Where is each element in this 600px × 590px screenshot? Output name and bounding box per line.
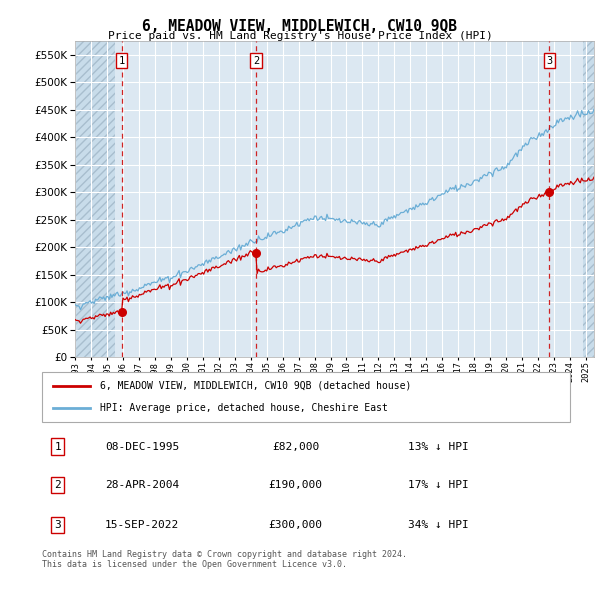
Text: 2: 2 — [55, 480, 61, 490]
Text: 34% ↓ HPI: 34% ↓ HPI — [407, 520, 469, 530]
Text: 13% ↓ HPI: 13% ↓ HPI — [407, 441, 469, 451]
Text: £190,000: £190,000 — [268, 480, 322, 490]
Text: 08-DEC-1995: 08-DEC-1995 — [105, 441, 179, 451]
Text: 6, MEADOW VIEW, MIDDLEWICH, CW10 9QB: 6, MEADOW VIEW, MIDDLEWICH, CW10 9QB — [143, 19, 458, 34]
Text: £300,000: £300,000 — [268, 520, 322, 530]
FancyBboxPatch shape — [42, 372, 570, 422]
Text: Contains HM Land Registry data © Crown copyright and database right 2024.
This d: Contains HM Land Registry data © Crown c… — [42, 550, 407, 569]
Text: £82,000: £82,000 — [272, 441, 319, 451]
Text: Price paid vs. HM Land Registry's House Price Index (HPI): Price paid vs. HM Land Registry's House … — [107, 31, 493, 41]
Text: 1: 1 — [55, 441, 61, 451]
Text: 6, MEADOW VIEW, MIDDLEWICH, CW10 9QB (detached house): 6, MEADOW VIEW, MIDDLEWICH, CW10 9QB (de… — [100, 381, 412, 391]
Text: 3: 3 — [55, 520, 61, 530]
Text: 1: 1 — [119, 55, 125, 65]
Text: 28-APR-2004: 28-APR-2004 — [105, 480, 179, 490]
Text: 15-SEP-2022: 15-SEP-2022 — [105, 520, 179, 530]
Text: 3: 3 — [547, 55, 553, 65]
Text: 2: 2 — [253, 55, 259, 65]
Text: HPI: Average price, detached house, Cheshire East: HPI: Average price, detached house, Ches… — [100, 404, 388, 414]
Text: 17% ↓ HPI: 17% ↓ HPI — [407, 480, 469, 490]
